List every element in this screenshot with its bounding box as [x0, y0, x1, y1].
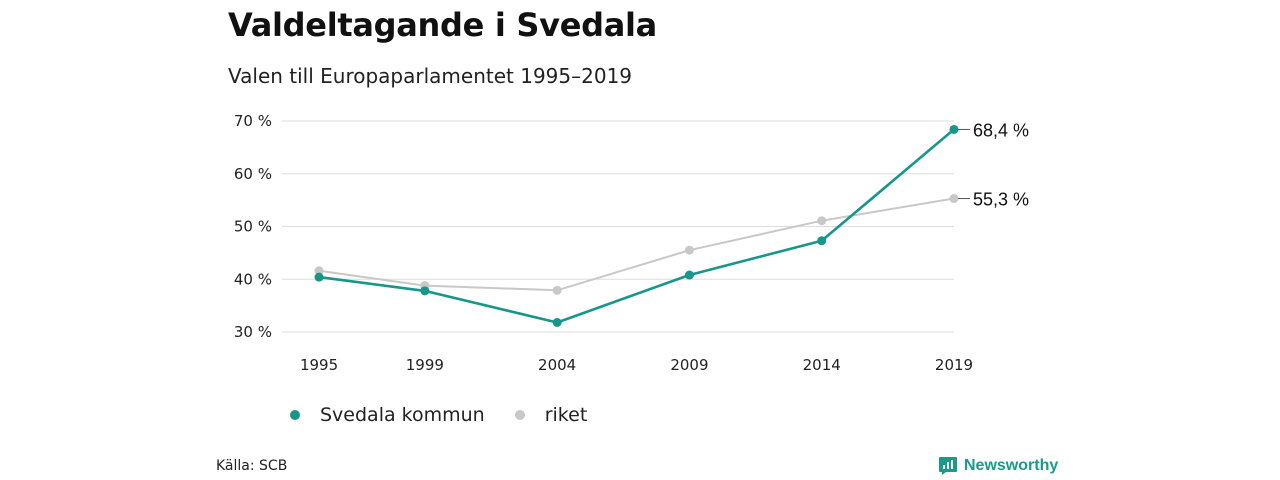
x-tick-label: 2014	[803, 356, 841, 374]
y-tick-label: 40 %	[234, 270, 272, 288]
series-line-svedala-kommun	[318, 128, 955, 324]
data-point-riket	[552, 285, 562, 295]
brand-logo: Newsworthy	[938, 456, 1058, 476]
chart-subtitle: Valen till Europaparlamentet 1995–2019	[228, 64, 633, 88]
x-tick-label: 1999	[406, 356, 444, 374]
legend-item-svedala: Svedala kommun	[290, 404, 485, 426]
data-point-riket	[949, 194, 959, 204]
x-tick-label: 1995	[300, 356, 338, 374]
data-point-riket	[314, 266, 324, 276]
y-tick-label: 30 %	[234, 323, 272, 341]
source-note: Källa: SCB	[216, 458, 288, 474]
brand-name: Newsworthy	[964, 457, 1059, 474]
end-label-riket: 55,3 %	[973, 190, 1029, 210]
data-point-svedala-kommun	[684, 270, 694, 280]
legend-item-riket: riket	[514, 404, 588, 426]
data-point-svedala-kommun	[817, 236, 827, 246]
newsworthy-logo-icon	[939, 457, 957, 475]
legend-marker-svedala	[290, 410, 300, 420]
legend-label-riket: riket	[544, 404, 588, 426]
x-tick-label: 2004	[538, 356, 576, 374]
data-point-svedala-kommun	[420, 286, 430, 296]
legend-marker-riket	[514, 410, 525, 420]
line-chart: 30 % 40 % 50 % 60 % 70 % 1995 1999 2004 2009 2014…	[234, 112, 1029, 374]
series-line-riket	[318, 197, 955, 292]
y-tick-label: 60 %	[234, 165, 272, 183]
data-point-riket	[684, 245, 694, 255]
y-tick-label: 70 %	[234, 112, 272, 130]
chart-title: Valdeltagande i Svedala	[228, 6, 657, 44]
legend-label-svedala: Svedala kommun	[320, 404, 485, 426]
x-tick-label: 2009	[670, 356, 708, 374]
data-point-svedala-kommun	[552, 318, 562, 328]
data-point-svedala-kommun	[949, 124, 959, 134]
legend: Svedala kommun riket	[290, 404, 617, 426]
x-tick-label: 2019	[935, 356, 973, 374]
data-point-svedala-kommun	[314, 272, 324, 282]
end-label-svedala-kommun: 68,4 %	[973, 120, 1029, 140]
y-tick-label: 50 %	[234, 218, 272, 236]
data-point-riket	[817, 216, 827, 226]
